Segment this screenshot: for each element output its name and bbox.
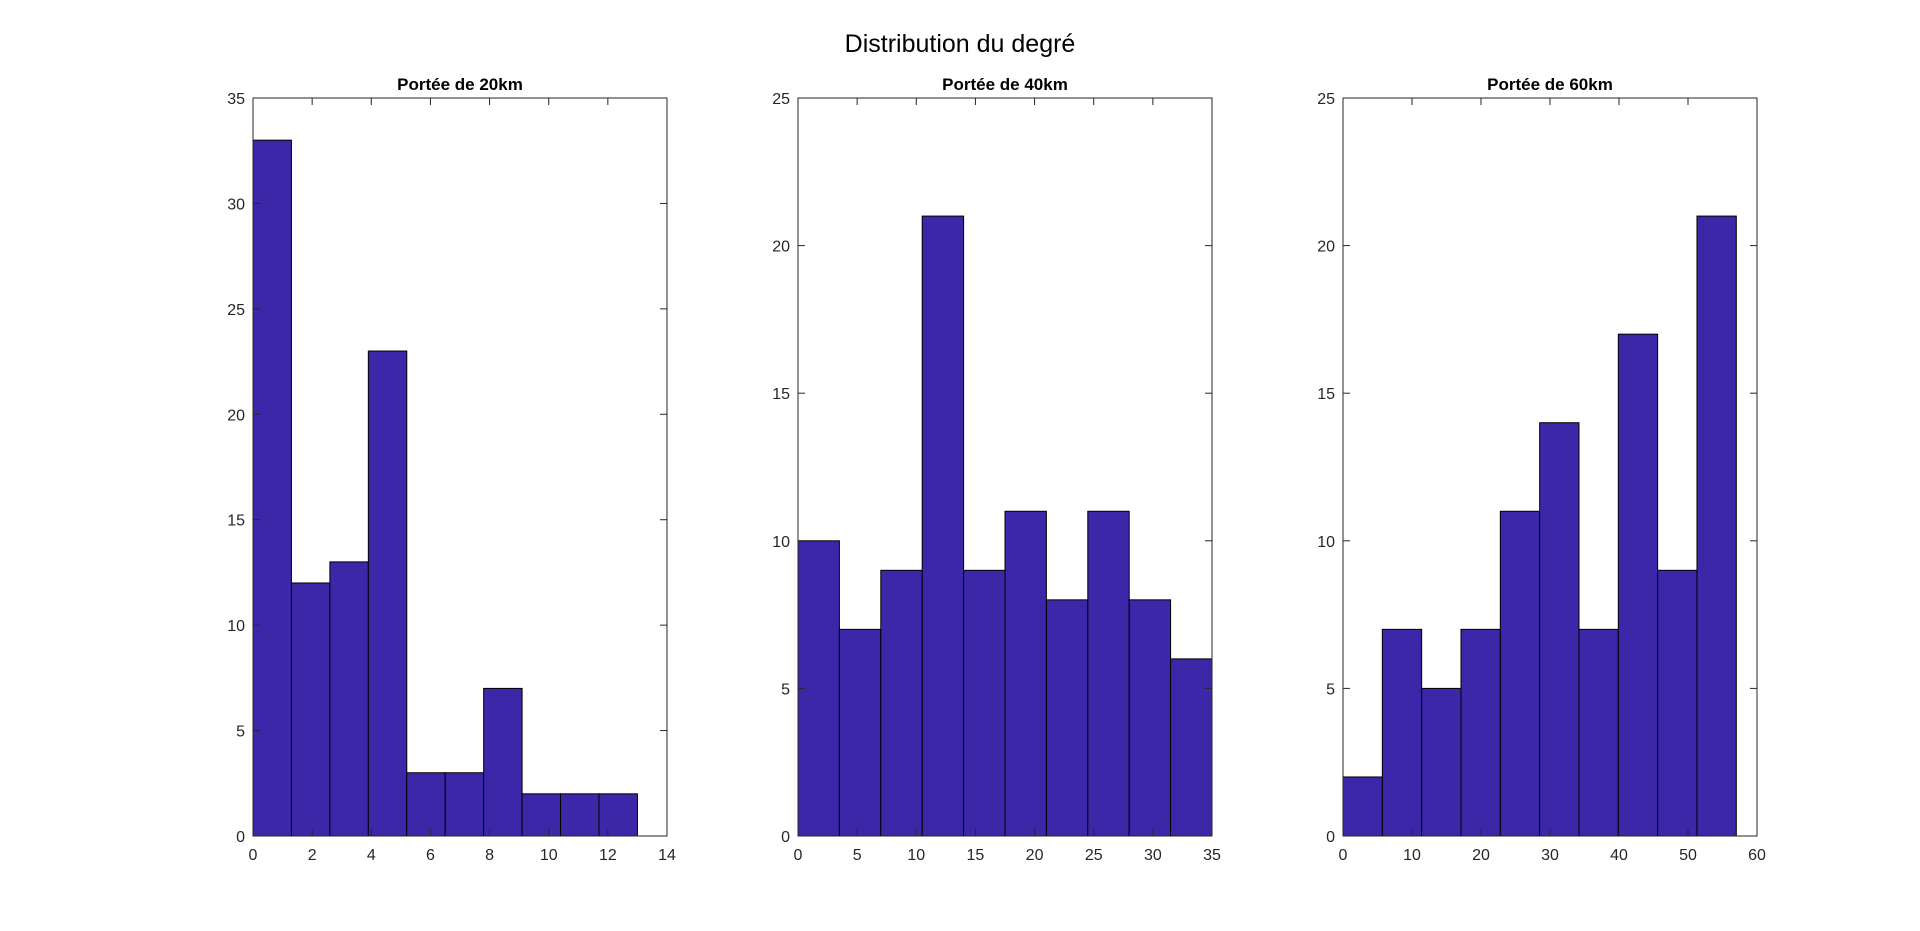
- y-tick-label: 15: [227, 513, 245, 530]
- x-tick-label: 35: [1203, 847, 1221, 864]
- x-tick-label: 12: [599, 847, 617, 864]
- histogram-bar: [598, 793, 638, 837]
- x-tick-label: 8: [485, 847, 494, 864]
- histogram-bar: [1421, 687, 1462, 837]
- histogram-bar: [1087, 510, 1130, 837]
- y-tick-label: 10: [772, 534, 790, 551]
- x-tick-label: 40: [1610, 847, 1628, 864]
- histogram-bar: [1539, 422, 1580, 837]
- x-tick-label: 20: [1026, 847, 1044, 864]
- histogram-bar: [1381, 628, 1423, 837]
- histogram-bar: [521, 793, 562, 837]
- histogram-bar: [1578, 628, 1619, 837]
- x-tick-label: 0: [249, 847, 258, 864]
- y-tick-label: 0: [781, 829, 790, 846]
- histogram-bar: [1004, 510, 1047, 837]
- histogram-bar: [406, 772, 446, 837]
- histogram-bar: [921, 215, 965, 837]
- y-tick-label: 20: [227, 407, 245, 424]
- histogram-bar: [963, 569, 1006, 837]
- x-tick-label: 10: [540, 847, 558, 864]
- y-tick-label: 5: [781, 681, 790, 698]
- x-tick-label: 20: [1472, 847, 1490, 864]
- y-tick-label: 0: [236, 829, 245, 846]
- y-tick-label: 35: [227, 91, 245, 108]
- x-tick-label: 6: [426, 847, 435, 864]
- histogram-bar: [329, 561, 369, 837]
- histogram-bar: [560, 793, 600, 837]
- histogram-panel-3: 0 10 20 30 40 50 60 0 5 10 15 20 25 Portée de 60km: [1317, 75, 1766, 864]
- subplot-title: Portée de 20km: [397, 75, 523, 94]
- y-tick-label: 0: [1326, 829, 1335, 846]
- histogram-bar: [880, 569, 923, 837]
- x-tick-label: 60: [1748, 847, 1766, 864]
- histogram-bar: [1045, 599, 1089, 837]
- x-tick-label: 0: [1339, 847, 1348, 864]
- histogram-bar: [483, 687, 523, 837]
- x-tick-label: 10: [1403, 847, 1421, 864]
- y-tick-label: 25: [1317, 91, 1335, 108]
- histogram-bar: [838, 628, 882, 837]
- y-tick-label: 30: [227, 196, 245, 213]
- subplot-title: Portée de 60km: [1487, 75, 1613, 94]
- y-tick-label: 20: [772, 239, 790, 256]
- y-tick-label: 5: [236, 724, 245, 741]
- histogram-bar: [1617, 333, 1659, 837]
- histogram-bar: [444, 772, 485, 837]
- histogram-bar: [290, 582, 331, 837]
- histogram-bar: [1128, 599, 1172, 837]
- histogram-bar: [1696, 215, 1737, 837]
- x-tick-label: 0: [794, 847, 803, 864]
- histogram-bar: [1499, 510, 1541, 837]
- x-tick-label: 15: [967, 847, 985, 864]
- y-tick-label: 20: [1317, 239, 1335, 256]
- x-tick-label: 30: [1541, 847, 1559, 864]
- y-tick-label: 5: [1326, 681, 1335, 698]
- y-tick-label: 25: [227, 302, 245, 319]
- histogram-panel-1: 0 2 4 6 8 10 12 14 0 5 10 15 20 25 30 35 Portée de 20km: [227, 75, 676, 864]
- histogram-bar: [1460, 628, 1501, 837]
- x-tick-label: 10: [907, 847, 925, 864]
- y-tick-label: 25: [772, 91, 790, 108]
- subplot-title: Portée de 40km: [942, 75, 1068, 94]
- x-tick-label: 25: [1085, 847, 1103, 864]
- figure-title: Distribution du degré: [844, 30, 1076, 58]
- x-tick-label: 5: [853, 847, 862, 864]
- x-tick-label: 14: [658, 847, 676, 864]
- x-tick-label: 4: [367, 847, 376, 864]
- histogram-bar: [252, 139, 292, 837]
- axes-box: [797, 97, 1213, 837]
- histogram-bar: [1342, 776, 1383, 837]
- x-tick-label: 50: [1679, 847, 1697, 864]
- y-tick-label: 10: [1317, 534, 1335, 551]
- x-tick-label: 30: [1144, 847, 1162, 864]
- x-tick-label: 2: [308, 847, 317, 864]
- axes-box: [252, 97, 668, 837]
- y-tick-label: 10: [227, 618, 245, 635]
- histogram-bar: [367, 350, 408, 837]
- histogram-panel-2: 0 5 10 15 20 25 30 35 0 5 10 15 20 25 Portée de 40km: [772, 75, 1221, 864]
- histogram-bar: [1170, 658, 1213, 837]
- y-tick-label: 15: [1317, 386, 1335, 403]
- histogram-bar: [1657, 569, 1698, 837]
- y-tick-label: 15: [772, 386, 790, 403]
